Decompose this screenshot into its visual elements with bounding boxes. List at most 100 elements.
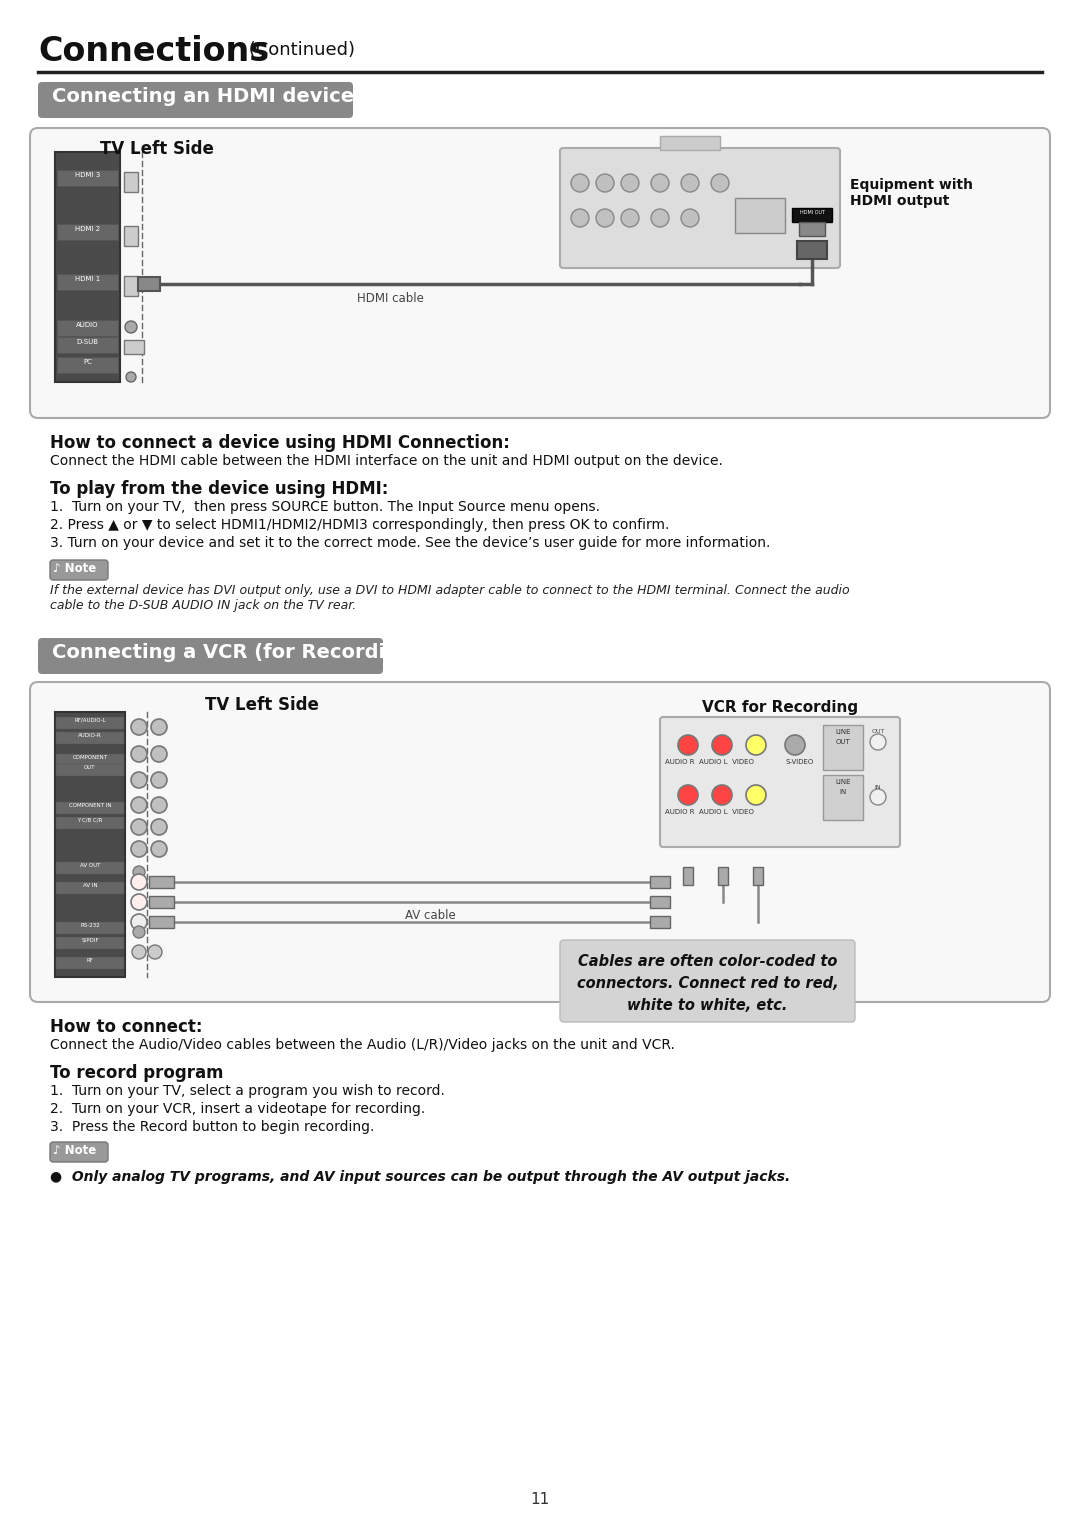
- Bar: [56, 718, 124, 728]
- FancyBboxPatch shape: [660, 718, 900, 847]
- Text: RS-232: RS-232: [80, 922, 99, 928]
- Bar: [56, 802, 124, 814]
- Text: ♪ Note: ♪ Note: [53, 562, 96, 576]
- Text: HDMI 1: HDMI 1: [75, 276, 100, 282]
- Bar: [797, 241, 827, 260]
- Text: 2. Press ▲ or ▼ to select HDMI1/HDMI2/HDMI3 correspondingly, then press OK to co: 2. Press ▲ or ▼ to select HDMI1/HDMI2/HD…: [50, 518, 670, 531]
- Text: COMPONENT: COMPONENT: [72, 754, 108, 760]
- Bar: [57, 357, 118, 373]
- Circle shape: [571, 174, 589, 192]
- Circle shape: [131, 797, 147, 812]
- Circle shape: [621, 174, 639, 192]
- Circle shape: [131, 818, 147, 835]
- Circle shape: [151, 841, 167, 857]
- Bar: [683, 867, 693, 886]
- Circle shape: [785, 734, 805, 754]
- Bar: [56, 957, 124, 970]
- Circle shape: [125, 321, 137, 333]
- Bar: [650, 916, 670, 928]
- Circle shape: [131, 893, 147, 910]
- Text: AUDIO: AUDIO: [77, 322, 98, 328]
- Bar: [56, 754, 124, 767]
- Text: 3. Turn on your device and set it to the correct mode. See the device’s user gui: 3. Turn on your device and set it to the…: [50, 536, 770, 550]
- Bar: [735, 199, 785, 234]
- FancyBboxPatch shape: [50, 1142, 108, 1162]
- Text: Connect the Audio/Video cables between the Audio (L/R)/Video jacks on the unit a: Connect the Audio/Video cables between t…: [50, 1038, 675, 1052]
- Bar: [823, 776, 863, 820]
- Text: AV cable: AV cable: [405, 909, 456, 922]
- Bar: [56, 817, 124, 829]
- Text: white to white, etc.: white to white, etc.: [627, 999, 787, 1012]
- Circle shape: [131, 773, 147, 788]
- Bar: [57, 273, 118, 290]
- Bar: [149, 896, 174, 909]
- Text: 1.  Turn on your TV, select a program you wish to record.: 1. Turn on your TV, select a program you…: [50, 1084, 445, 1098]
- Text: D-SUB: D-SUB: [77, 339, 98, 345]
- Bar: [138, 276, 160, 292]
- Text: HDMI cable: HDMI cable: [356, 292, 423, 305]
- Text: HDMI 3: HDMI 3: [75, 173, 100, 179]
- Circle shape: [148, 945, 162, 959]
- Circle shape: [133, 925, 145, 938]
- Text: (Continued): (Continued): [243, 41, 355, 60]
- Text: If the external device has DVI output only, use a DVI to HDMI adapter cable to c: If the external device has DVI output on…: [50, 583, 850, 612]
- Bar: [55, 712, 125, 977]
- Text: To record program: To record program: [50, 1064, 224, 1083]
- Bar: [56, 731, 124, 744]
- Text: LINE: LINE: [835, 779, 851, 785]
- Text: HDMI 2: HDMI 2: [75, 226, 100, 232]
- Bar: [823, 725, 863, 770]
- Text: AV OUT: AV OUT: [80, 863, 100, 867]
- Circle shape: [131, 747, 147, 762]
- Bar: [718, 867, 728, 886]
- FancyBboxPatch shape: [30, 683, 1050, 1002]
- Circle shape: [681, 174, 699, 192]
- Text: OUT: OUT: [84, 765, 96, 770]
- Bar: [124, 173, 138, 192]
- FancyBboxPatch shape: [38, 82, 353, 118]
- Text: AUDIO R  AUDIO L  VIDEO: AUDIO R AUDIO L VIDEO: [665, 809, 754, 815]
- Text: IN: IN: [839, 789, 847, 796]
- Text: LINE: LINE: [835, 728, 851, 734]
- Bar: [753, 867, 762, 886]
- Bar: [55, 153, 120, 382]
- Text: How to connect:: How to connect:: [50, 1019, 203, 1035]
- Text: VCR for Recording: VCR for Recording: [702, 699, 859, 715]
- Text: AUDIO R  AUDIO L  VIDEO: AUDIO R AUDIO L VIDEO: [665, 759, 754, 765]
- Text: Connecting a VCR (for Recording): Connecting a VCR (for Recording): [52, 643, 422, 663]
- Circle shape: [870, 789, 886, 805]
- Text: How to connect a device using HDMI Connection:: How to connect a device using HDMI Conne…: [50, 434, 510, 452]
- Circle shape: [681, 209, 699, 228]
- Text: S/PDIF: S/PDIF: [81, 938, 98, 944]
- Text: RF/AUDIO-L: RF/AUDIO-L: [75, 718, 106, 722]
- Circle shape: [596, 209, 615, 228]
- Circle shape: [151, 719, 167, 734]
- Text: 11: 11: [530, 1492, 550, 1507]
- Text: PC: PC: [83, 359, 92, 365]
- Bar: [650, 896, 670, 909]
- Circle shape: [621, 209, 639, 228]
- Bar: [57, 169, 118, 186]
- Circle shape: [712, 734, 732, 754]
- Text: Connect the HDMI cable between the HDMI interface on the unit and HDMI output on: Connect the HDMI cable between the HDMI …: [50, 454, 723, 467]
- Text: 3.  Press the Record button to begin recording.: 3. Press the Record button to begin reco…: [50, 1119, 375, 1135]
- Bar: [124, 226, 138, 246]
- Text: Equipment with: Equipment with: [850, 179, 973, 192]
- Circle shape: [651, 174, 669, 192]
- Circle shape: [151, 747, 167, 762]
- Text: 1.  Turn on your TV,  then press SOURCE button. The Input Source menu opens.: 1. Turn on your TV, then press SOURCE bu…: [50, 499, 600, 515]
- Bar: [149, 876, 174, 889]
- Text: IN: IN: [875, 785, 881, 789]
- Circle shape: [151, 818, 167, 835]
- Bar: [650, 876, 670, 889]
- Text: OUT: OUT: [872, 728, 885, 734]
- Bar: [124, 276, 138, 296]
- Text: ●  Only analog TV programs, and AV input sources can be output through the AV ou: ● Only analog TV programs, and AV input …: [50, 1170, 791, 1183]
- Bar: [56, 764, 124, 776]
- Text: AV IN: AV IN: [83, 883, 97, 889]
- FancyBboxPatch shape: [38, 638, 383, 673]
- Text: S-VIDEO: S-VIDEO: [785, 759, 813, 765]
- Circle shape: [596, 174, 615, 192]
- Bar: [56, 883, 124, 893]
- Circle shape: [870, 734, 886, 750]
